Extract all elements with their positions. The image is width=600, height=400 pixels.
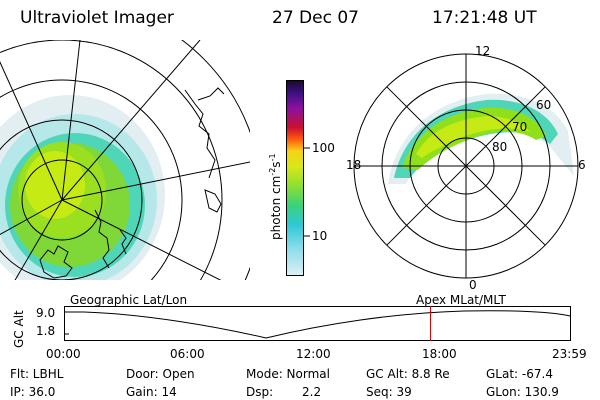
- timeline-xtick-1200: 12:00: [296, 347, 331, 361]
- mlt-label-6: 6: [578, 158, 586, 172]
- apex-label: Apex MLat/MLT: [416, 293, 506, 307]
- glat-info: GLat: -67.4: [486, 367, 553, 381]
- dsp-value: 2.2: [302, 385, 322, 399]
- time-label: 17:21:48 UT: [432, 8, 537, 28]
- dsp-info: Dsp:: [246, 385, 274, 399]
- geographic-map: [0, 40, 250, 280]
- timeline-xtick-0000: 00:00: [46, 347, 81, 361]
- mode-info: Mode: Normal: [246, 367, 330, 381]
- geographic-label: Geographic Lat/Lon: [70, 293, 188, 307]
- colorbar-ticks: [304, 147, 310, 237]
- colorbar-tick-10: 10: [312, 229, 328, 243]
- seq-info: Seq: 39: [366, 385, 412, 399]
- gc-alt-info: GC Alt: 8.8 Re: [366, 367, 450, 381]
- colorbar: [286, 80, 304, 276]
- ip-info: IP: 36.0: [10, 385, 56, 399]
- timeline-ytick-9: 9.0: [36, 306, 56, 320]
- gain-info: Gain: 14: [126, 385, 177, 399]
- timeline-xtick-1800: 18:00: [422, 347, 457, 361]
- mlat-label-60: 60: [536, 98, 552, 112]
- colorbar-tick-100: 100: [312, 141, 335, 155]
- mlt-label-18: 18: [346, 158, 362, 172]
- door-info: Door: Open: [126, 367, 195, 381]
- date-label: 27 Dec 07: [272, 8, 359, 28]
- timeline-ytick-1-8: 1.8: [36, 324, 56, 338]
- mlt-label-0: 0: [469, 278, 477, 292]
- app-title: Ultraviolet Imager: [20, 8, 174, 28]
- timeline-y-axis-label: GC Alt: [12, 310, 26, 348]
- mlat-label-80: 80: [492, 140, 508, 154]
- timeline-xtick-2359: 23:59: [552, 347, 587, 361]
- mlt-label-12: 12: [475, 44, 491, 58]
- colorbar-unit-label: photon cm-2s-1: [268, 153, 283, 240]
- timeline-xtick-0600: 06:00: [170, 347, 205, 361]
- filter-info: Flt: LBHL: [10, 367, 64, 381]
- altitude-timeline: [64, 306, 571, 341]
- polar-mlat-mlt-plot: [353, 53, 579, 279]
- mlat-label-70: 70: [512, 120, 528, 134]
- glon-info: GLon: 130.9: [486, 385, 559, 399]
